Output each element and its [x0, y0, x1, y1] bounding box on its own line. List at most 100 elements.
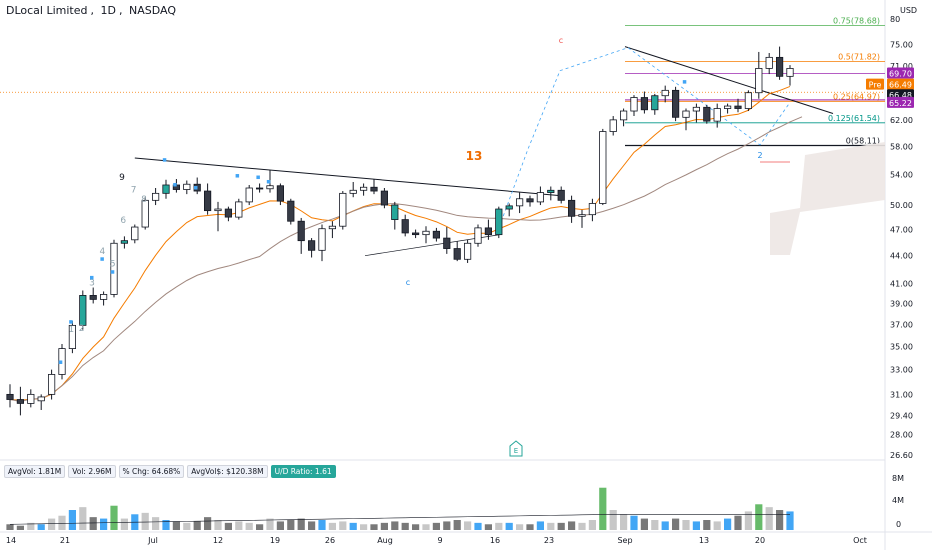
candle	[162, 179, 170, 199]
x-axis-tick: 13	[699, 536, 709, 545]
volume-bar	[224, 522, 232, 530]
candle	[131, 224, 139, 244]
candle	[411, 229, 420, 239]
candle-body	[131, 226, 139, 241]
candle	[786, 65, 794, 86]
volume-axis-tick: 0	[896, 520, 901, 529]
volume-ma-line	[9, 513, 790, 525]
volume-bar	[391, 521, 399, 530]
y-axis-tick: 54.00	[890, 171, 913, 180]
signal-dot	[69, 320, 73, 324]
candle-body	[630, 97, 638, 112]
volume-bar	[713, 521, 721, 530]
volume-bar	[48, 518, 56, 530]
volume-axis-tick: 8M	[892, 474, 904, 483]
candle-body	[89, 295, 97, 300]
volume-bar	[152, 517, 160, 530]
volume-bar	[318, 520, 326, 530]
candle-body	[620, 110, 628, 121]
candle-body	[588, 203, 597, 216]
candle-body	[661, 89, 669, 97]
volume-bar	[79, 507, 87, 530]
count-marker: 4	[100, 247, 106, 257]
candle	[578, 209, 586, 228]
candle	[495, 206, 503, 239]
candle-body	[651, 95, 659, 111]
candle-body	[682, 110, 690, 118]
candle	[370, 179, 378, 195]
signal-dot	[682, 80, 687, 84]
candle	[505, 203, 513, 217]
candle	[307, 238, 316, 258]
candle-body	[744, 92, 753, 109]
volume-bar	[755, 504, 763, 530]
candle-body	[100, 294, 108, 300]
candle-body	[276, 185, 285, 202]
symbol-name: DLocal Limited	[6, 4, 88, 17]
volume-bar	[526, 524, 534, 530]
volume-bar	[245, 522, 253, 530]
candle-body	[557, 189, 565, 201]
y-axis-tick: 26.60	[890, 451, 913, 460]
candle-body	[432, 230, 441, 239]
candle-body	[724, 105, 732, 109]
candle-body	[287, 200, 295, 222]
volume-axis-tick: 4M	[892, 496, 904, 505]
candle	[68, 321, 76, 354]
candle	[547, 186, 555, 201]
fib-level-label: 0.75(78.68)	[833, 17, 880, 26]
volume-bar	[110, 505, 118, 530]
volume-bar	[692, 521, 700, 530]
candle-body	[474, 227, 482, 244]
candle-body	[380, 190, 389, 206]
volume-bar	[58, 515, 66, 530]
x-axis-tick: Jul	[147, 536, 158, 545]
candle	[328, 221, 337, 239]
candle	[776, 46, 784, 80]
candle-body	[776, 56, 784, 77]
candle	[536, 186, 545, 206]
signal-dot	[162, 158, 167, 162]
volume-bar	[432, 522, 440, 530]
volume-bar	[120, 518, 128, 530]
candle-body	[79, 295, 87, 326]
volume-bar	[37, 524, 45, 530]
x-axis-tick: Sep	[617, 536, 632, 545]
x-axis-tick: 23	[544, 536, 554, 545]
candle-body	[68, 324, 76, 349]
candle-body	[495, 208, 503, 236]
candle	[255, 183, 264, 193]
candle	[276, 183, 285, 206]
candle	[297, 217, 305, 254]
candle	[287, 198, 295, 225]
candle	[380, 188, 389, 209]
count-marker: 1	[68, 325, 74, 335]
volume-bar	[214, 520, 222, 530]
candle-body	[463, 242, 472, 260]
y-axis-tick: 47.00	[890, 226, 913, 235]
cycle-label-top: c	[559, 36, 563, 45]
volume-bar	[599, 487, 607, 530]
candle	[744, 90, 753, 112]
count-marker-9: 9	[119, 173, 125, 183]
count-marker: 2	[79, 324, 85, 334]
candle	[422, 226, 430, 244]
candle	[224, 206, 232, 222]
price-tag-65-22: 65.22	[889, 99, 912, 108]
volume-bar	[287, 520, 295, 530]
y-axis-tick: 44.00	[890, 252, 913, 261]
candle-body	[266, 185, 274, 190]
candle	[692, 103, 701, 123]
volume-bar	[370, 524, 378, 530]
candle	[141, 197, 149, 230]
candle	[463, 239, 472, 263]
volume-bar	[536, 521, 544, 530]
candle-body	[391, 204, 399, 220]
candle	[349, 181, 357, 198]
volume-bar	[744, 511, 752, 530]
candle-body	[16, 399, 25, 404]
earnings-marker	[509, 440, 523, 457]
volume-bar	[339, 521, 347, 530]
candle-body	[328, 225, 337, 230]
